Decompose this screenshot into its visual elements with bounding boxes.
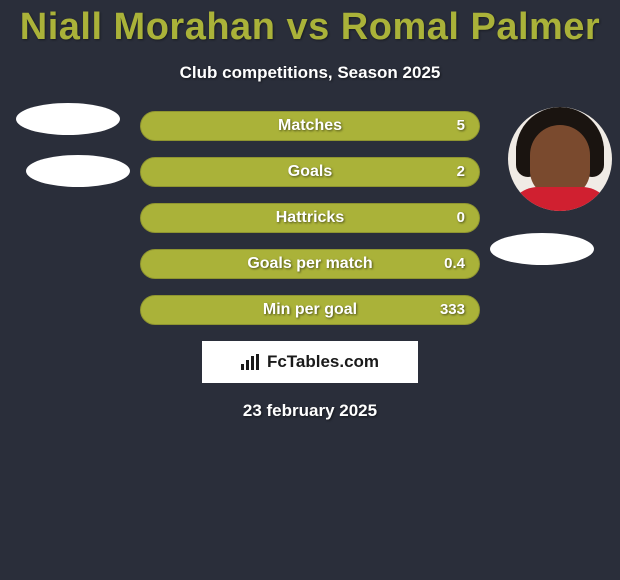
bar-chart-icon (241, 354, 261, 370)
placeholder-ellipse (16, 103, 120, 135)
stat-value-right: 5 (457, 112, 465, 140)
stat-label: Goals (141, 158, 479, 186)
stat-value-right: 0.4 (444, 250, 465, 278)
comparison-panel: Matches 5 Goals 2 Hattricks 0 Goals per … (0, 111, 620, 421)
stat-value-right: 2 (457, 158, 465, 186)
stat-row: Goals per match 0.4 (140, 249, 480, 279)
stat-value-right: 333 (440, 296, 465, 324)
stat-label: Matches (141, 112, 479, 140)
stat-row: Hattricks 0 (140, 203, 480, 233)
avatar-photo (508, 107, 612, 211)
stat-value-right: 0 (457, 204, 465, 232)
player-right-avatar (508, 107, 612, 211)
stat-row: Matches 5 (140, 111, 480, 141)
date-stamp: 23 february 2025 (0, 401, 620, 421)
placeholder-ellipse (490, 233, 594, 265)
stat-row: Goals 2 (140, 157, 480, 187)
stat-row: Min per goal 333 (140, 295, 480, 325)
stat-bars: Matches 5 Goals 2 Hattricks 0 Goals per … (140, 111, 480, 325)
attribution-badge: FcTables.com (202, 341, 418, 383)
stat-label: Hattricks (141, 204, 479, 232)
subtitle: Club competitions, Season 2025 (0, 63, 620, 83)
placeholder-ellipse (26, 155, 130, 187)
page-title: Niall Morahan vs Romal Palmer (0, 0, 620, 49)
stat-label: Min per goal (141, 296, 479, 324)
stat-label: Goals per match (141, 250, 479, 278)
attribution-text: FcTables.com (267, 352, 379, 372)
